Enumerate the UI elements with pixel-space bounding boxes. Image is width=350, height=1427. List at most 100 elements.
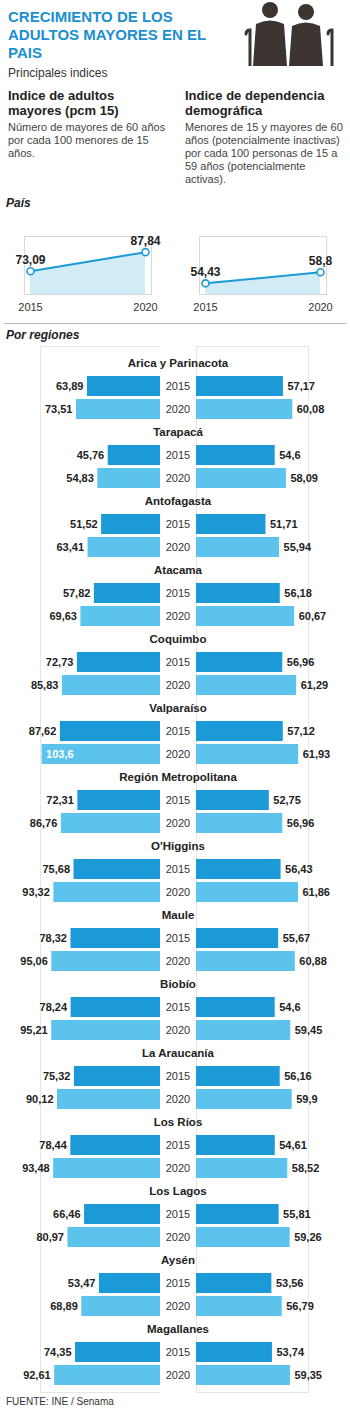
html-text:2015: 2015 [165,656,191,668]
svg-text:53,47: 53,47 [68,1277,96,1289]
svg-text:93,48: 93,48 [22,1162,50,1174]
html-text:Por regiones: Por regiones [6,328,80,342]
html-text:País: País [6,196,31,210]
html-text:Región Metropolitana: Región Metropolitana [119,771,237,783]
svg-text:2020: 2020 [308,301,332,313]
html-text:2015: 2015 [165,587,191,599]
svg-text:57,82: 57,82 [63,587,91,599]
svg-text:56,79: 56,79 [286,1300,314,1312]
svg-text:90,12: 90,12 [26,1093,54,1105]
html-text:CRECIMIENTO DE LOS ADULTOS MAY: CRECIMIENTO DE LOS ADULTOS MAYORES EN EL… [8,8,206,61]
svg-text:63,41: 63,41 [57,541,85,553]
html-text:2020: 2020 [165,679,191,691]
svg-text:59,26: 59,26 [294,1231,322,1243]
svg-text:59,9: 59,9 [296,1093,317,1105]
html-text:2020: 2020 [165,541,191,553]
html-text:2020: 2020 [165,403,191,415]
svg-text:53,56: 53,56 [276,1277,304,1289]
html-text:Valparaíso: Valparaíso [149,702,207,714]
svg-text:2015: 2015 [18,301,42,313]
svg-text:54,83: 54,83 [66,472,94,484]
html-text:2015: 2015 [165,518,191,530]
svg-text:95,06: 95,06 [20,955,48,967]
svg-text:66,46: 66,46 [53,1208,81,1220]
svg-text:54,43: 54,43 [190,265,220,279]
svg-text:92,61: 92,61 [23,1369,51,1381]
svg-text:61,93: 61,93 [303,748,331,760]
svg-text:52,75: 52,75 [273,794,301,806]
svg-text:75,32: 75,32 [43,1070,71,1082]
svg-text:86,76: 86,76 [30,817,58,829]
svg-text:72,73: 72,73 [46,656,74,668]
svg-text:2015: 2015 [193,301,217,313]
html-text:Coquimbo: Coquimbo [149,633,207,645]
html-text:2015: 2015 [165,725,191,737]
svg-text:57,12: 57,12 [287,725,315,737]
svg-text:58,09: 58,09 [290,472,318,484]
svg-text:54,6: 54,6 [279,1001,300,1013]
html-text:2015: 2015 [165,863,191,875]
svg-text:51,71: 51,71 [270,518,298,530]
svg-text:60,67: 60,67 [299,610,327,622]
svg-text:72,31: 72,31 [46,794,74,806]
svg-text:59,45: 59,45 [295,1024,323,1036]
html-text:2015: 2015 [165,794,191,806]
html-text:2015: 2015 [165,380,191,392]
svg-text:61,86: 61,86 [302,886,330,898]
svg-text:58,52: 58,52 [292,1162,320,1174]
svg-text:56,16: 56,16 [284,1070,312,1082]
svg-text:73,51: 73,51 [45,403,73,415]
svg-text:58,8: 58,8 [309,254,333,268]
svg-text:61,29: 61,29 [301,679,329,691]
html-text:2015: 2015 [165,449,191,461]
svg-text:56,43: 56,43 [285,863,313,875]
svg-text:93,32: 93,32 [22,886,50,898]
svg-text:87,62: 87,62 [29,725,57,737]
svg-text:60,88: 60,88 [299,955,327,967]
svg-text:103,6: 103,6 [46,748,74,760]
svg-text:78,32: 78,32 [39,932,67,944]
html-text:Menores de 15 y mayores de 60: Menores de 15 y mayores de 60 años (pote… [185,121,343,185]
svg-text:56,96: 56,96 [287,817,315,829]
html-text:2020: 2020 [165,886,191,898]
html-text:Número de mayores de 60 años p: Número de mayores de 60 años por cada 10… [8,121,166,159]
svg-text:59,35: 59,35 [294,1369,322,1381]
svg-text:85,83: 85,83 [31,679,59,691]
html-text:Atacama: Atacama [154,564,202,576]
svg-text:51,52: 51,52 [70,518,98,530]
svg-text:74,35: 74,35 [44,1346,72,1358]
svg-text:54,6: 54,6 [279,449,300,461]
svg-text:95,21: 95,21 [20,1024,48,1036]
svg-text:63,89: 63,89 [56,380,84,392]
svg-text:2020: 2020 [133,301,157,313]
svg-text:60,08: 60,08 [297,403,325,415]
svg-text:73,09: 73,09 [15,253,45,267]
svg-text:80,97: 80,97 [36,1231,64,1243]
svg-text:69,63: 69,63 [49,610,77,622]
svg-text:54,61: 54,61 [279,1139,307,1151]
html-text:O'Higgins: O'Higgins [151,840,205,852]
html-text:Tarapacá: Tarapacá [153,426,203,438]
html-text:2020: 2020 [165,748,191,760]
svg-text:57,17: 57,17 [287,380,315,392]
svg-text:55,67: 55,67 [283,932,311,944]
svg-text:45,76: 45,76 [77,449,105,461]
svg-text:87,84: 87,84 [130,234,160,248]
html-text:2020: 2020 [165,610,191,622]
svg-text:78,44: 78,44 [39,1139,67,1151]
html-text:Indice de dependencia demográf: Indice de dependencia demográfica [185,88,325,118]
svg-text:55,94: 55,94 [284,541,312,553]
svg-text:78,24: 78,24 [40,1001,68,1013]
svg-text:53,74: 53,74 [276,1346,304,1358]
html-text:2020: 2020 [165,472,191,484]
svg-text:56,96: 56,96 [287,656,315,668]
svg-text:68,89: 68,89 [50,1300,78,1312]
svg-text:56,18: 56,18 [284,587,312,599]
html-text:Arica y Parinacota: Arica y Parinacota [127,357,229,369]
svg-text:55,81: 55,81 [283,1208,311,1220]
html-text:Antofagasta: Antofagasta [144,495,212,507]
html-text:2020: 2020 [165,817,191,829]
svg-text:75,68: 75,68 [42,863,70,875]
html-text:Indice de adultos mayores (pcm: Indice de adultos mayores (pcm 15) [8,88,119,118]
html-text:Principales indices: Principales indices [8,66,108,80]
